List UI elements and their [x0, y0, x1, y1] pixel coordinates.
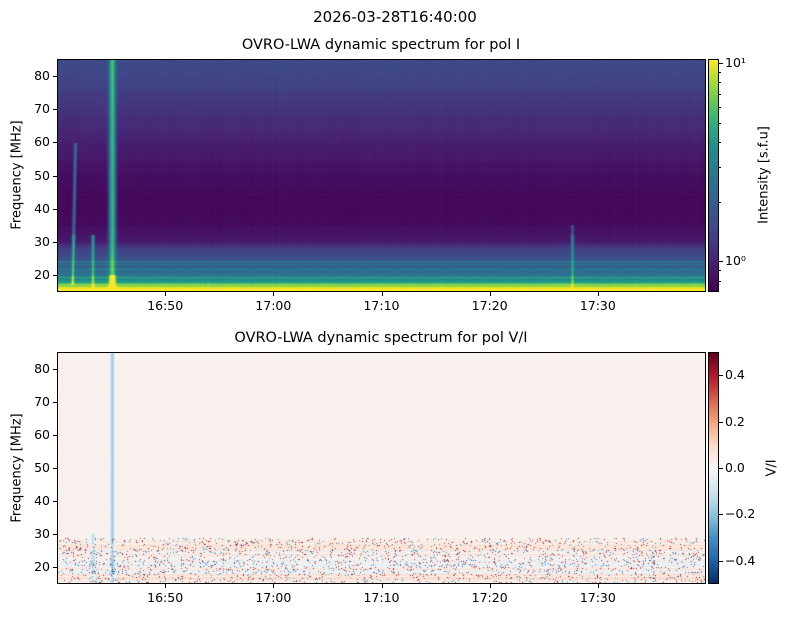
colorbar-tick-label: 10⁰	[725, 253, 746, 269]
x-tick-mark	[597, 584, 599, 588]
colorbar-minor-tick	[719, 93, 721, 95]
y-tick-label: 20	[34, 267, 50, 283]
y-tick-mark	[53, 534, 57, 536]
y-tick-mark	[53, 208, 57, 210]
x-tick-label: 17:20	[471, 590, 508, 605]
x-tick-label: 17:30	[579, 590, 616, 605]
y-tick-label: 70	[34, 100, 50, 116]
y-tick-label: 30	[34, 526, 50, 542]
y-tick-label: 50	[34, 460, 50, 475]
colorbar-intensity-gradient	[709, 60, 718, 291]
y-tick-mark	[53, 175, 57, 177]
y-tick-mark	[53, 75, 57, 77]
y-tick-label: 40	[34, 200, 50, 216]
colorbar-minor-tick	[719, 72, 721, 74]
x-tick-mark	[489, 584, 491, 588]
x-tick-label: 17:00	[255, 590, 292, 605]
y-tick-mark	[53, 275, 57, 277]
colorbar-label-intensity: Intensity [s.f.u]	[756, 126, 772, 224]
y-tick-label: 60	[34, 134, 50, 150]
colorbar-vi	[708, 352, 719, 584]
y-tick-mark	[53, 567, 57, 569]
y-tick-mark	[53, 142, 57, 144]
x-tick-mark	[165, 584, 167, 588]
x-tick-mark	[489, 292, 491, 296]
x-tick-mark	[381, 292, 383, 296]
colorbar-label-vi: V/I	[764, 459, 780, 477]
colorbar-minor-tick	[719, 280, 721, 282]
colorbar-tick-mark	[719, 421, 723, 423]
colorbar-minor-tick	[719, 122, 721, 124]
y-tick-mark	[53, 108, 57, 110]
colorbar-tick-mark	[719, 468, 723, 469]
heatmap-pol-vi-image	[58, 353, 705, 583]
y-tick-mark	[53, 501, 57, 503]
colorbar-minor-tick	[719, 107, 721, 109]
y-tick-label: 50	[34, 167, 50, 183]
y-tick-mark	[53, 368, 57, 370]
y-tick-mark	[53, 468, 57, 469]
y-tick-label: 80	[34, 360, 50, 376]
x-tick-mark	[165, 292, 167, 296]
ylabel-pol-i: Frequency [MHz]	[9, 120, 25, 230]
colorbar-tick-label: 0.4	[725, 367, 745, 383]
y-tick-mark	[53, 434, 57, 436]
colorbar-minor-tick	[719, 142, 721, 144]
colorbar-tick-label: 0.2	[725, 413, 745, 429]
figure-title: 2026-03-28T16:40:00	[313, 8, 477, 26]
colorbar-tick-mark	[719, 261, 723, 263]
colorbar-tick-mark	[719, 63, 723, 65]
y-tick-mark	[53, 242, 57, 244]
x-tick-mark	[597, 292, 599, 296]
colorbar-tick-label: 0.0	[725, 460, 745, 475]
x-tick-mark	[381, 584, 383, 588]
x-tick-label: 17:20	[471, 298, 508, 313]
colorbar-tick-label: 10¹	[725, 55, 746, 71]
x-tick-label: 17:00	[255, 298, 292, 313]
colorbar-vi-gradient	[709, 353, 718, 583]
colorbar-minor-tick	[719, 82, 721, 84]
colorbar-tick-mark	[719, 560, 723, 562]
x-tick-mark	[273, 584, 275, 588]
y-tick-mark	[53, 401, 57, 403]
heatmap-pol-i	[57, 59, 706, 292]
y-tick-label: 70	[34, 393, 50, 409]
plot-title-pol-i: OVRO-LWA dynamic spectrum for pol I	[241, 37, 521, 53]
colorbar-tick-label: −0.2	[725, 506, 756, 522]
y-tick-label: 30	[34, 234, 50, 250]
x-tick-label: 17:10	[363, 590, 400, 605]
x-tick-label: 16:50	[147, 298, 184, 313]
y-tick-label: 80	[34, 67, 50, 83]
colorbar-minor-tick	[719, 270, 721, 272]
heatmap-pol-vi	[57, 352, 706, 584]
colorbar-tick-mark	[719, 375, 723, 377]
colorbar-tick-label: −0.4	[725, 552, 756, 568]
x-tick-label: 17:30	[579, 298, 616, 313]
colorbar-intensity	[708, 59, 719, 292]
x-tick-label: 17:10	[363, 298, 400, 313]
heatmap-pol-i-image	[58, 60, 705, 291]
colorbar-tick-mark	[719, 514, 723, 516]
y-tick-label: 40	[34, 493, 50, 509]
colorbar-minor-tick	[719, 166, 721, 168]
plot-title-pol-vi: OVRO-LWA dynamic spectrum for pol V/I	[234, 330, 528, 346]
y-tick-label: 60	[34, 426, 50, 442]
colorbar-minor-tick	[719, 201, 721, 203]
x-tick-label: 16:50	[147, 590, 184, 605]
ylabel-pol-vi: Frequency [MHz]	[9, 413, 25, 523]
x-tick-mark	[273, 292, 275, 296]
y-tick-label: 20	[34, 559, 50, 575]
